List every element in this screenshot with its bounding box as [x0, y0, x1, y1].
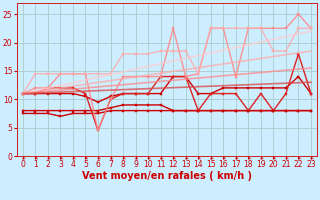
- X-axis label: Vent moyen/en rafales ( km/h ): Vent moyen/en rafales ( km/h ): [82, 171, 252, 181]
